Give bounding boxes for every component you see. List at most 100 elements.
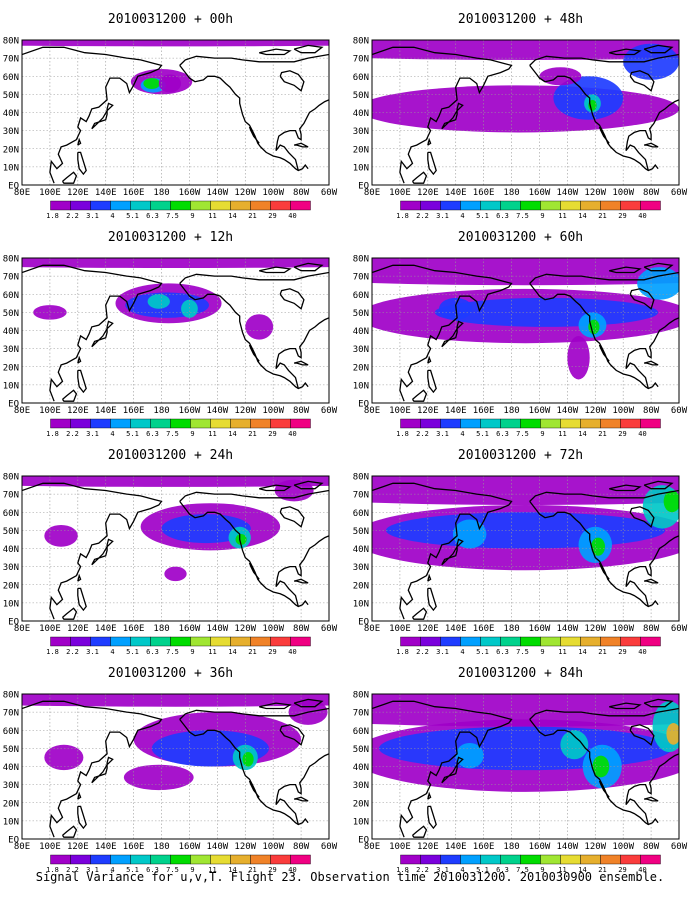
coastline	[643, 44, 674, 54]
coastline	[275, 99, 329, 171]
colorbar-swatch	[90, 418, 111, 429]
lat-tick-label: EQ	[358, 400, 369, 410]
lat-tick-label: 70N	[3, 709, 19, 719]
colorbar-level-label: 1.8	[46, 648, 59, 656]
lon-tick-label: 120E	[417, 188, 439, 198]
colorbar-swatch	[270, 854, 291, 865]
colorbar-level-label: 11	[208, 648, 216, 656]
coastline	[22, 482, 163, 620]
coastline	[441, 756, 464, 784]
coastline	[625, 535, 679, 607]
coastline	[427, 805, 437, 830]
variance-shade	[591, 537, 606, 556]
coastline	[427, 355, 432, 364]
colorbar-level-label: 3.1	[86, 212, 99, 220]
coastline	[529, 283, 659, 390]
map-content	[372, 40, 679, 185]
colorbar-swatch	[620, 636, 641, 647]
lon-tick-label: 100E	[389, 842, 411, 852]
lat-tick-label: 60N	[3, 727, 19, 737]
colorbar-swatch	[210, 418, 231, 429]
coastline	[275, 535, 329, 607]
map-frame	[371, 693, 680, 840]
colorbar-level-label: 3.1	[86, 866, 99, 874]
colorbar-level-label: 4	[110, 866, 114, 874]
colorbar-swatch	[500, 854, 521, 865]
colorbar-level-label: 4	[460, 212, 464, 220]
colorbar-level-label: 21	[248, 430, 256, 438]
colorbar-swatch	[150, 854, 171, 865]
variance-shade	[372, 85, 679, 133]
colorbar-swatch	[150, 200, 171, 211]
colorbar-swatch	[250, 854, 271, 865]
colorbar-level-label: 4	[110, 430, 114, 438]
coastline	[411, 825, 428, 838]
lon-tick-label: 60W	[321, 406, 338, 416]
coastline	[609, 266, 642, 274]
colorbar-swatch	[420, 200, 441, 211]
colorbar-level-label: 40	[638, 430, 646, 438]
colorbar-level-label: 9	[190, 866, 194, 874]
colorbar-swatch	[190, 854, 211, 865]
colorbar-level-label: 6.3	[496, 648, 509, 656]
colorbar-swatch	[230, 200, 251, 211]
colorbar-swatch	[540, 854, 561, 865]
lat-tick-label: 70N	[3, 491, 19, 501]
lon-tick-label: 140W	[207, 188, 229, 198]
coastline	[625, 99, 679, 171]
lon-tick-label: 160W	[529, 842, 551, 852]
colorbar-level-label: 11	[208, 430, 216, 438]
coastline	[77, 137, 82, 146]
lon-tick-label: 140E	[95, 624, 117, 634]
variance-shade	[242, 752, 254, 767]
colorbar-swatch	[640, 418, 661, 429]
lon-tick-label: 180	[503, 842, 519, 852]
lon-tick-label: 160W	[529, 188, 551, 198]
coastline	[441, 538, 464, 566]
colorbar-level-label: 11	[208, 866, 216, 874]
coastline	[643, 360, 659, 366]
colorbar-level-label: 9	[190, 212, 194, 220]
lon-tick-label: 100W	[262, 406, 284, 416]
lat-tick-label: 80N	[353, 255, 369, 265]
colorbar-swatch	[600, 200, 621, 211]
lat-tick-label: 20N	[3, 145, 19, 155]
coastline	[77, 151, 87, 176]
lon-tick-label: 160E	[123, 188, 145, 198]
lon-tick-label: 140E	[95, 406, 117, 416]
lon-tick-label: 140W	[557, 188, 579, 198]
colorbar-swatch	[230, 636, 251, 647]
colorbar-swatch	[230, 854, 251, 865]
lon-tick-label: 120W	[584, 406, 606, 416]
coastline	[77, 573, 82, 582]
lat-tick-label: 10N	[353, 163, 369, 173]
panel-title: 2010031200 + 60h	[458, 230, 583, 245]
map-content	[372, 258, 679, 403]
colorbar-level-label: 4	[460, 866, 464, 874]
lon-tick-label: 140E	[445, 842, 467, 852]
colorbar-swatch	[290, 200, 311, 211]
coastline	[372, 700, 513, 838]
colorbar-swatch	[640, 636, 661, 647]
coastline	[427, 573, 432, 582]
colorbar-level-label: 6.3	[146, 212, 159, 220]
coastline	[598, 562, 610, 580]
coastline	[22, 700, 163, 838]
coastline	[643, 796, 659, 802]
coastline	[293, 796, 309, 802]
map-content	[22, 694, 329, 839]
lon-tick-label: 80W	[293, 406, 310, 416]
lon-tick-label: 120W	[234, 188, 256, 198]
lat-tick-label: 60N	[3, 291, 19, 301]
lat-tick-label: 70N	[353, 273, 369, 283]
colorbar-swatch	[480, 636, 501, 647]
colorbar-level-label: 21	[248, 212, 256, 220]
coastline	[248, 562, 260, 580]
lat-tick-label: 50N	[3, 91, 19, 101]
lat-tick-label: 80N	[353, 37, 369, 47]
variance-shade	[235, 534, 247, 545]
map-content	[372, 694, 679, 839]
colorbar-level-label: 40	[288, 866, 296, 874]
colorbar-swatch	[560, 418, 581, 429]
colorbar-level-label: 14	[228, 212, 236, 220]
